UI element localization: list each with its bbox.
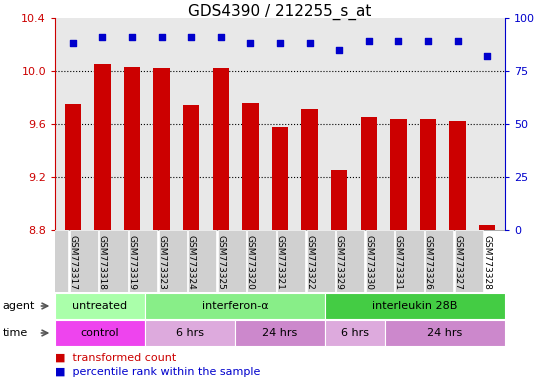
Bar: [213, 68, 229, 230]
Text: 24 hrs: 24 hrs: [427, 328, 463, 338]
Point: [216, 34, 225, 40]
Bar: [336, 230, 364, 292]
Text: GSM773317: GSM773317: [68, 235, 77, 290]
Text: GSM773330: GSM773330: [364, 235, 373, 290]
Bar: [145, 293, 325, 319]
Bar: [390, 119, 406, 230]
Text: 24 hrs: 24 hrs: [262, 328, 298, 338]
Text: GSM773327: GSM773327: [453, 235, 462, 290]
Bar: [272, 127, 288, 230]
Bar: [129, 230, 157, 292]
Bar: [425, 230, 453, 292]
Bar: [124, 67, 140, 230]
Text: ■  percentile rank within the sample: ■ percentile rank within the sample: [55, 367, 260, 377]
Bar: [183, 106, 199, 230]
Bar: [145, 320, 235, 346]
Point: [335, 47, 344, 53]
Bar: [479, 225, 496, 230]
Bar: [55, 320, 145, 346]
Bar: [325, 293, 505, 319]
Point: [98, 34, 107, 40]
Bar: [248, 230, 276, 292]
Bar: [331, 170, 348, 230]
Bar: [218, 230, 246, 292]
Bar: [455, 230, 483, 292]
Bar: [100, 230, 128, 292]
Point: [453, 38, 462, 45]
Text: GSM773322: GSM773322: [305, 235, 314, 290]
Point: [157, 34, 166, 40]
Text: GDS4390 / 212255_s_at: GDS4390 / 212255_s_at: [188, 4, 372, 20]
Point: [68, 40, 77, 46]
Bar: [277, 230, 305, 292]
Point: [394, 38, 403, 45]
Bar: [449, 121, 466, 230]
Point: [187, 34, 196, 40]
Point: [305, 40, 314, 46]
Point: [483, 53, 492, 59]
Bar: [361, 118, 377, 230]
Bar: [188, 230, 216, 292]
Text: time: time: [3, 328, 28, 338]
Bar: [235, 320, 325, 346]
Bar: [301, 109, 318, 230]
Bar: [153, 68, 170, 230]
Text: interleukin 28B: interleukin 28B: [372, 301, 458, 311]
Bar: [64, 104, 81, 230]
Text: GSM773319: GSM773319: [128, 235, 136, 290]
Text: GSM773323: GSM773323: [157, 235, 166, 290]
Bar: [158, 230, 187, 292]
Text: 6 hrs: 6 hrs: [176, 328, 204, 338]
Bar: [395, 230, 424, 292]
Text: ■  transformed count: ■ transformed count: [55, 353, 176, 363]
Bar: [55, 293, 145, 319]
Text: GSM773326: GSM773326: [424, 235, 432, 290]
Point: [128, 34, 136, 40]
Text: control: control: [81, 328, 119, 338]
Bar: [366, 230, 394, 292]
Text: GSM773328: GSM773328: [483, 235, 492, 290]
Text: GSM773320: GSM773320: [246, 235, 255, 290]
Bar: [420, 119, 436, 230]
Text: GSM773318: GSM773318: [98, 235, 107, 290]
Point: [246, 40, 255, 46]
Bar: [94, 65, 111, 230]
Bar: [40, 230, 68, 292]
Text: agent: agent: [3, 301, 35, 311]
Text: GSM773329: GSM773329: [335, 235, 344, 290]
Point: [276, 40, 284, 46]
Point: [424, 38, 432, 45]
Bar: [307, 230, 335, 292]
Bar: [242, 103, 258, 230]
Text: 6 hrs: 6 hrs: [341, 328, 369, 338]
Text: GSM773331: GSM773331: [394, 235, 403, 290]
Bar: [70, 230, 98, 292]
Text: GSM773325: GSM773325: [216, 235, 225, 290]
Point: [365, 38, 373, 45]
Bar: [385, 320, 505, 346]
Text: GSM773324: GSM773324: [186, 235, 196, 290]
Text: GSM773321: GSM773321: [276, 235, 284, 290]
Bar: [325, 320, 385, 346]
Text: untreated: untreated: [73, 301, 128, 311]
Text: interferon-α: interferon-α: [202, 301, 268, 311]
